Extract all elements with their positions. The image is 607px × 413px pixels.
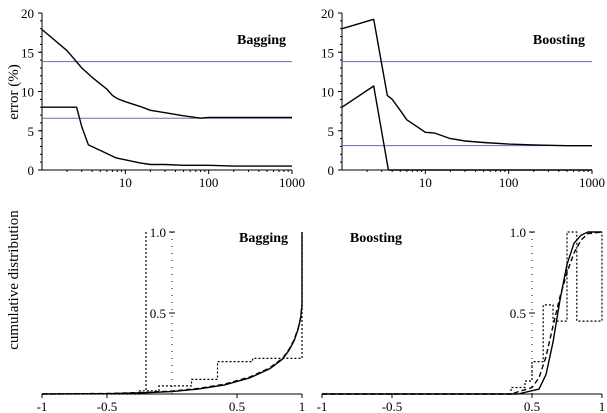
- x-tick-label: 1000: [579, 175, 605, 190]
- panel-title: Bagging: [239, 231, 288, 246]
- x-tick-label: 1: [299, 399, 306, 413]
- y-tick-label: 15: [21, 45, 34, 60]
- series-line-2: [42, 305, 302, 394]
- series-line-1: [322, 232, 602, 394]
- series-line-2: [322, 232, 602, 394]
- y-tick-label: 5: [328, 124, 335, 139]
- y-tick-label: 15: [321, 45, 334, 60]
- x-tick-label: -0.5: [97, 399, 118, 413]
- panel-bagging-cdf: -1 -0.5 0.5 1 0.5 1.0 Bagging: [37, 225, 306, 413]
- panel-title: Bagging: [237, 33, 286, 48]
- y-tick-label: 0.5: [510, 306, 526, 321]
- x-tick-label: -1: [317, 399, 328, 413]
- x-tick-label: 1: [599, 399, 606, 413]
- panel-title: Boosting: [350, 231, 402, 246]
- y-tick-label: 5: [28, 124, 35, 139]
- y-tick-label: 1.0: [150, 225, 166, 240]
- x-tick-label: 0.5: [229, 399, 245, 413]
- x-tick-label: 100: [199, 175, 219, 190]
- ylabel-bottom: cumulative distribution: [6, 210, 22, 350]
- panel-bagging-error: 10 100 1000 0 5 10 15 20 Bagging: [21, 6, 305, 190]
- x-tick-label: 1000: [279, 175, 305, 190]
- x-tick-label: -1: [37, 399, 48, 413]
- ylabel-top: error (%): [6, 64, 22, 119]
- y-tick-label: 10: [21, 85, 34, 100]
- y-tick-label: 0: [28, 163, 35, 178]
- x-tick-label: 10: [119, 175, 132, 190]
- x-tick-label: 100: [499, 175, 519, 190]
- y-tick-label: 1.0: [510, 225, 526, 240]
- y-tick-label: 0: [328, 163, 335, 178]
- series-line-2: [42, 107, 292, 166]
- x-tick-label: 0.5: [524, 399, 540, 413]
- panel-title: Boosting: [533, 33, 585, 48]
- series-line-2: [342, 86, 592, 170]
- y-tick-label: 20: [21, 6, 34, 21]
- y-tick-label: 0.5: [150, 306, 166, 321]
- panel-boosting-error: 10 100 1000 0 5 10 15 20 Boosting: [321, 6, 605, 190]
- x-tick-label: -0.5: [382, 399, 403, 413]
- series-line-3: [322, 232, 602, 394]
- y-tick-label: 20: [321, 6, 334, 21]
- y-tick-label: 10: [321, 85, 334, 100]
- x-tick-label: 10: [419, 175, 432, 190]
- panel-boosting-cdf: -1 -0.5 0.5 1 0.5 1.0 Boosting: [317, 225, 606, 413]
